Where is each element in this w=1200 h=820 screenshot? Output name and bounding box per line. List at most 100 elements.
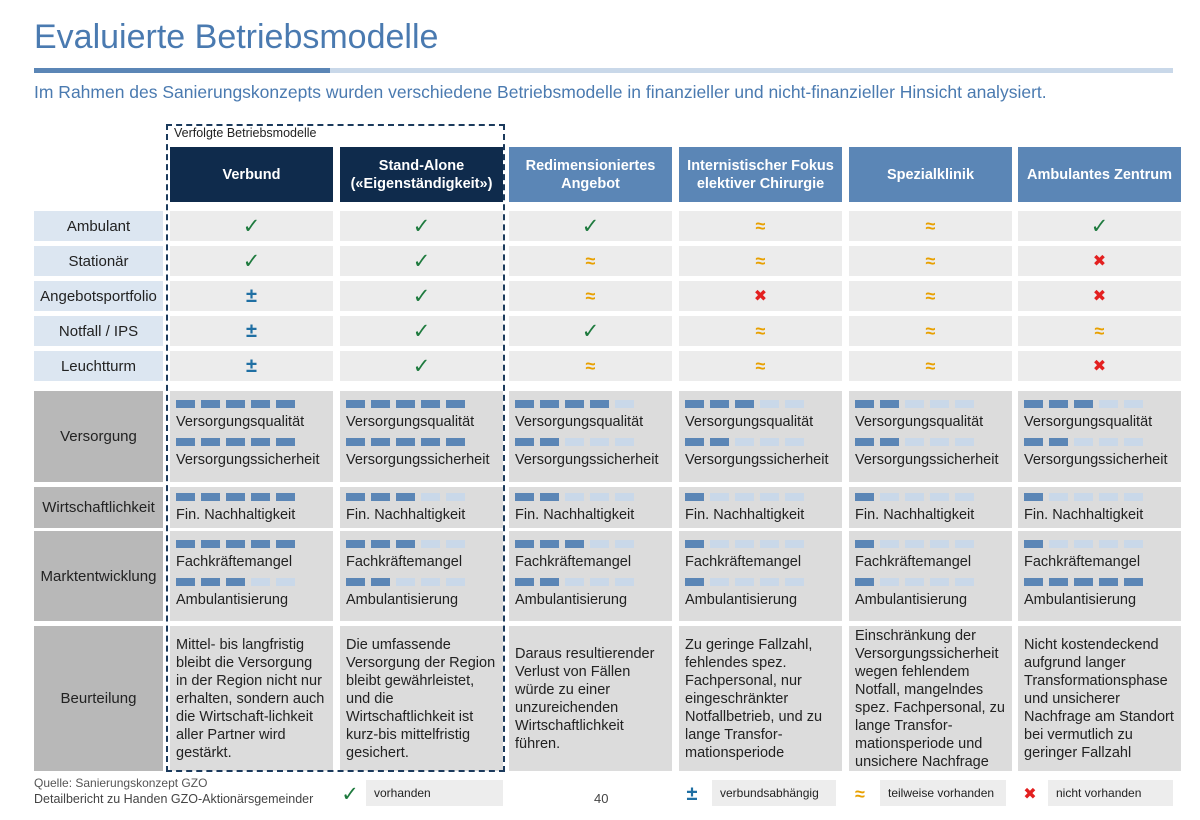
rating-segment: [855, 540, 874, 548]
rating-segment: [176, 438, 195, 446]
rating-segment: [880, 438, 899, 446]
rating-segment: [785, 540, 804, 548]
rating-label: Versorgungsqualität: [515, 414, 644, 430]
rating-label: Ambulantisierung: [1024, 592, 1137, 608]
rating-segment: [685, 540, 704, 548]
row-label: Ambulant: [34, 211, 163, 241]
rating-segment: [346, 438, 365, 446]
rating-segment: [1074, 493, 1093, 501]
symbol-cell: ≈: [679, 351, 842, 381]
rating-segment: [1024, 438, 1043, 446]
rating-segment: [371, 400, 390, 408]
rating-segment: [905, 400, 924, 408]
rating-bar: [515, 438, 666, 446]
rating-segment: [880, 493, 899, 501]
rating-segment: [955, 438, 974, 446]
symbol-cell: ≈: [679, 316, 842, 346]
column-header: Internistischer Fokus elektiver Chirurgi…: [679, 147, 842, 202]
rating-segment: [855, 400, 874, 408]
symbol-cell: ≈: [679, 246, 842, 276]
rating-segment: [1049, 540, 1068, 548]
rating-segment: [615, 540, 634, 548]
rating-segment: [251, 578, 270, 586]
rating-segment: [880, 578, 899, 586]
rating-item: Fin. Nachhaltigkeit: [855, 493, 1006, 524]
rating-item: Versorgungssicherheit: [1024, 438, 1175, 469]
symbol-cell: ≈: [509, 281, 672, 311]
detail-note: Detailbericht zu Handen GZO-Aktionärsgem…: [34, 792, 314, 806]
rating-segment: [201, 493, 220, 501]
rating-bar: [176, 578, 327, 586]
rating-segment: [710, 400, 729, 408]
rating-segment: [1099, 578, 1118, 586]
rating-item: Ambulantisierung: [176, 578, 327, 609]
evaluation-text: Mittel- bis langfristig bleibt die Verso…: [170, 626, 333, 771]
criteria-cell: Fachkräftemangel Ambulantisierung: [340, 531, 503, 621]
rating-segment: [251, 493, 270, 501]
rating-segment: [735, 540, 754, 548]
rating-segment: [760, 540, 779, 548]
rating-segment: [590, 438, 609, 446]
rating-label: Ambulantisierung: [685, 592, 798, 608]
plus-minus-icon: ±: [246, 354, 257, 377]
rating-segment: [760, 578, 779, 586]
symbol-cell: ≈: [1018, 316, 1181, 346]
rating-segment: [201, 400, 220, 408]
title-rule-accent: [34, 68, 330, 73]
column-header: Stand-Alone («Eigenständigkeit»): [340, 147, 503, 202]
criteria-cell: Fachkräftemangel Ambulantisierung: [849, 531, 1012, 621]
symbol-cell: ✓: [340, 316, 503, 346]
rating-bar: [346, 400, 497, 408]
rating-bar: [685, 438, 836, 446]
rating-item: Ambulantisierung: [515, 578, 666, 609]
rating-segment: [615, 578, 634, 586]
rating-segment: [1074, 438, 1093, 446]
rating-segment: [785, 578, 804, 586]
rating-label: Versorgungsqualität: [855, 414, 984, 430]
legend-label: teilweise vorhanden: [880, 780, 1006, 806]
rating-segment: [590, 540, 609, 548]
symbol-cell: ≈: [849, 351, 1012, 381]
symbol-cell: ✖: [1018, 281, 1181, 311]
rating-bar: [515, 540, 666, 548]
rating-segment: [710, 438, 729, 446]
approx-icon: ≈: [755, 215, 766, 236]
rating-bar: [176, 540, 327, 548]
row-label: Angebotsportfolio: [34, 281, 163, 311]
rating-segment: [735, 493, 754, 501]
rating-segment: [905, 493, 924, 501]
rating-segment: [1024, 400, 1043, 408]
legend-label: verbundsabhängig: [712, 780, 836, 806]
rating-segment: [540, 400, 559, 408]
rating-segment: [685, 578, 704, 586]
check-icon: ✓: [412, 249, 431, 273]
rating-bar: [1024, 540, 1175, 548]
rating-label: Fin. Nachhaltigkeit: [346, 507, 466, 523]
legend-label: vorhanden: [366, 780, 503, 806]
page-number: 40: [594, 791, 609, 806]
rating-segment: [1124, 438, 1143, 446]
rating-segment: [760, 438, 779, 446]
rating-segment: [176, 578, 195, 586]
rating-segment: [565, 493, 584, 501]
rating-segment: [685, 493, 704, 501]
rating-segment: [905, 438, 924, 446]
criteria-label: Versorgung: [34, 391, 163, 482]
rating-label: Versorgungsqualität: [1024, 414, 1153, 430]
rating-bar: [176, 493, 327, 501]
rating-segment: [515, 493, 534, 501]
criteria-cell: Fachkräftemangel Ambulantisierung: [170, 531, 333, 621]
column-header: Spezialklinik: [849, 147, 1012, 202]
rating-label: Fachkräftemangel: [176, 554, 293, 570]
rating-item: Fachkräftemangel: [515, 540, 666, 571]
symbol-cell: ✓: [340, 351, 503, 381]
evaluation-text: Nicht kostendeckend aufgrund langer Tran…: [1018, 626, 1181, 771]
criteria-cell: Fin. Nachhaltigkeit: [849, 487, 1012, 528]
rating-segment: [1124, 493, 1143, 501]
symbol-cell: ✓: [509, 316, 672, 346]
rating-label: Fachkräftemangel: [346, 554, 463, 570]
criteria-label: Marktentwicklung: [34, 531, 163, 621]
evaluation-text: Zu geringe Fallzahl, fehlendes spez. Fac…: [679, 626, 842, 771]
rating-segment: [251, 540, 270, 548]
rating-segment: [346, 493, 365, 501]
